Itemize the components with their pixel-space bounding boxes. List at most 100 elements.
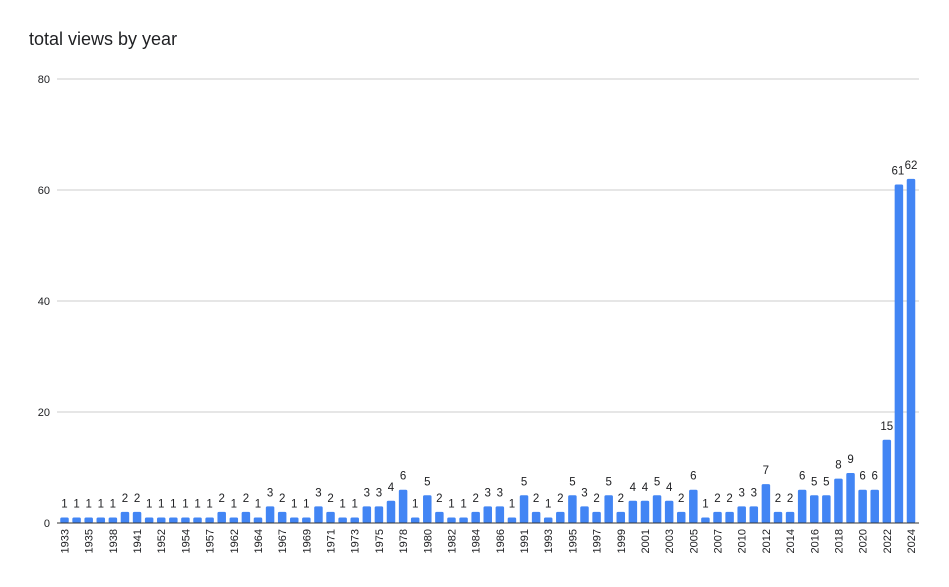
bar	[483, 506, 492, 523]
data-label: 3	[497, 487, 503, 499]
bar	[822, 495, 831, 523]
data-label: 2	[726, 493, 732, 505]
bar	[628, 500, 638, 523]
x-tick-label: 1982	[446, 529, 458, 553]
x-tick-label: 1964	[253, 529, 265, 553]
bar	[737, 506, 746, 523]
x-tick-label: 2022	[882, 529, 894, 553]
x-tick-label: 2014	[785, 529, 797, 553]
bar	[495, 506, 505, 523]
data-label: 5	[605, 476, 611, 488]
bar	[725, 511, 734, 523]
gridlines	[57, 78, 919, 413]
data-label: 62	[905, 160, 918, 172]
data-label: 2	[557, 493, 563, 505]
bar	[290, 517, 299, 523]
data-label: 5	[424, 476, 430, 488]
data-label: 1	[460, 498, 466, 510]
x-tick-label: 2001	[640, 529, 652, 553]
x-tick-label: 1973	[350, 529, 362, 553]
x-tick-label: 1975	[374, 529, 386, 553]
bar	[410, 517, 420, 523]
data-label: 4	[666, 482, 673, 494]
bar	[471, 511, 480, 523]
bar	[761, 484, 771, 523]
bar	[797, 489, 807, 523]
data-label: 5	[569, 476, 575, 488]
x-tick-label: 1957	[205, 529, 217, 553]
data-label: 3	[364, 487, 370, 499]
y-tick-label: 60	[38, 185, 50, 197]
x-tick-label: 1999	[616, 529, 628, 553]
data-label: 2	[678, 493, 684, 505]
data-label: 1	[339, 498, 345, 510]
data-label: 3	[315, 487, 321, 499]
y-tick-label: 40	[38, 296, 50, 308]
bar	[181, 517, 190, 523]
x-tick-label: 2007	[713, 529, 725, 553]
x-tick-label: 2003	[664, 529, 676, 553]
data-label: 15	[880, 421, 893, 433]
data-label: 61	[892, 165, 905, 177]
bar	[507, 517, 517, 523]
bar	[193, 517, 202, 523]
x-tick-label: 1935	[84, 529, 96, 553]
data-label: 2	[219, 493, 225, 505]
data-label: 1	[146, 498, 152, 510]
bar	[834, 478, 843, 523]
data-label: 1	[98, 498, 104, 510]
data-label: 5	[823, 476, 829, 488]
data-label: 2	[714, 493, 720, 505]
x-tick-label: 1997	[592, 529, 604, 553]
bar	[169, 517, 178, 523]
data-label: 1	[255, 498, 261, 510]
bar	[882, 439, 892, 523]
data-label: 2	[593, 493, 599, 505]
data-label: 3	[581, 487, 587, 499]
data-label: 2	[618, 493, 624, 505]
data-label: 1	[110, 498, 116, 510]
data-label: 3	[376, 487, 382, 499]
data-label: 8	[835, 460, 841, 472]
bar	[241, 511, 251, 523]
y-tick-label: 80	[38, 74, 50, 86]
data-label: 5	[811, 476, 817, 488]
bar	[858, 489, 867, 523]
x-tick-label: 1984	[471, 529, 483, 553]
bar	[459, 517, 468, 523]
x-tick-label: 2018	[833, 529, 845, 553]
bar	[894, 184, 904, 523]
data-label: 1	[303, 498, 309, 510]
bar	[519, 495, 529, 523]
bar	[435, 511, 444, 523]
data-label: 2	[122, 493, 128, 505]
bar	[132, 511, 142, 523]
data-label: 2	[436, 493, 442, 505]
bar	[362, 506, 372, 523]
data-label: 3	[751, 487, 757, 499]
data-label: 1	[448, 498, 454, 510]
bar	[60, 517, 69, 523]
data-label: 1	[158, 498, 164, 510]
data-label: 6	[872, 471, 878, 483]
data-label: 1	[85, 498, 91, 510]
bar	[592, 511, 601, 523]
data-label: 4	[642, 482, 649, 494]
bar	[531, 511, 541, 523]
x-tick-label: 1962	[229, 529, 241, 553]
bar	[144, 517, 154, 523]
bar	[652, 495, 662, 523]
data-label: 4	[388, 482, 395, 494]
bar	[773, 511, 783, 523]
bar	[265, 506, 275, 523]
bar	[350, 517, 359, 523]
x-tick-label: 2005	[688, 529, 700, 553]
bar	[386, 500, 396, 523]
data-label: 2	[134, 493, 140, 505]
data-label: 2	[533, 493, 539, 505]
bar	[556, 511, 565, 523]
bar	[906, 178, 916, 523]
bar	[870, 489, 879, 523]
data-label: 6	[799, 471, 805, 483]
